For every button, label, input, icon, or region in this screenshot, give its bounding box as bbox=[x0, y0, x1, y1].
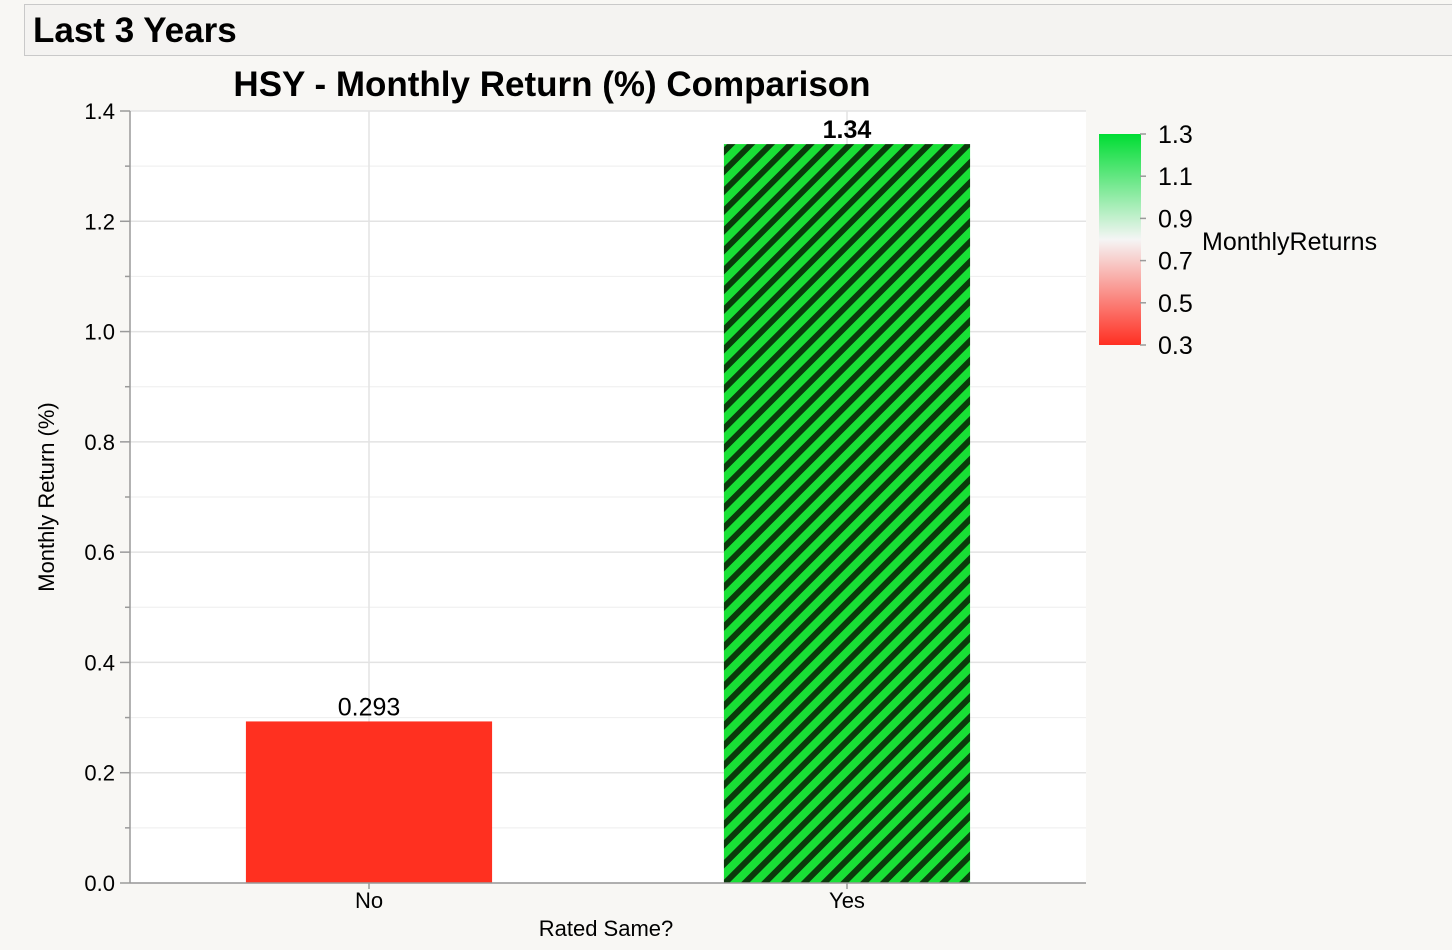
y-tick-label: 1.4 bbox=[84, 99, 115, 124]
x-axis-label: Rated Same? bbox=[539, 916, 674, 941]
legend-title: MonthlyReturns bbox=[1202, 228, 1377, 256]
legend-tick-label: 0.3 bbox=[1158, 332, 1193, 360]
legend-tick-label: 0.7 bbox=[1158, 248, 1193, 276]
bar-no[interactable] bbox=[245, 721, 493, 883]
legend-tick-label: 1.3 bbox=[1158, 121, 1193, 149]
y-tick-label: 0.4 bbox=[84, 650, 115, 675]
y-axis-label: Monthly Return (%) bbox=[34, 402, 59, 592]
x-axis-ticks: No Yes bbox=[355, 883, 865, 913]
x-tick-label-yes: Yes bbox=[829, 888, 865, 913]
value-label-no: 0.293 bbox=[338, 693, 401, 721]
bars bbox=[245, 144, 971, 884]
legend-tick-label: 0.5 bbox=[1158, 290, 1193, 318]
legend-tick-label: 0.9 bbox=[1158, 205, 1193, 233]
y-tick-label: 1.0 bbox=[84, 320, 115, 345]
x-tick-label-no: No bbox=[355, 888, 383, 913]
value-label-yes: 1.34 bbox=[823, 116, 872, 144]
y-tick-label: 1.2 bbox=[84, 209, 115, 234]
section-title: Last 3 Years bbox=[33, 11, 237, 50]
y-tick-label: 0.0 bbox=[84, 871, 115, 896]
bar-yes[interactable] bbox=[723, 144, 971, 884]
y-tick-label: 0.8 bbox=[84, 430, 115, 455]
y-tick-label: 0.6 bbox=[84, 540, 115, 565]
section-header[interactable]: Last 3 Years bbox=[24, 4, 1452, 56]
legend-tick-label: 1.1 bbox=[1158, 163, 1193, 191]
y-tick-label: 0.2 bbox=[84, 761, 115, 786]
value-labels: 0.293 1.34 bbox=[338, 116, 872, 721]
chart-title: HSY - Monthly Return (%) Comparison bbox=[233, 65, 870, 104]
legend-gradient-bar bbox=[1099, 134, 1141, 345]
color-legend: MonthlyReturns 1.3 1.1 0.9 0.7 0.5 0.3 bbox=[1099, 121, 1377, 360]
y-axis-ticks: 0.0 0.2 0.4 0.6 0.8 1.0 1.2 1.4 bbox=[84, 99, 130, 896]
